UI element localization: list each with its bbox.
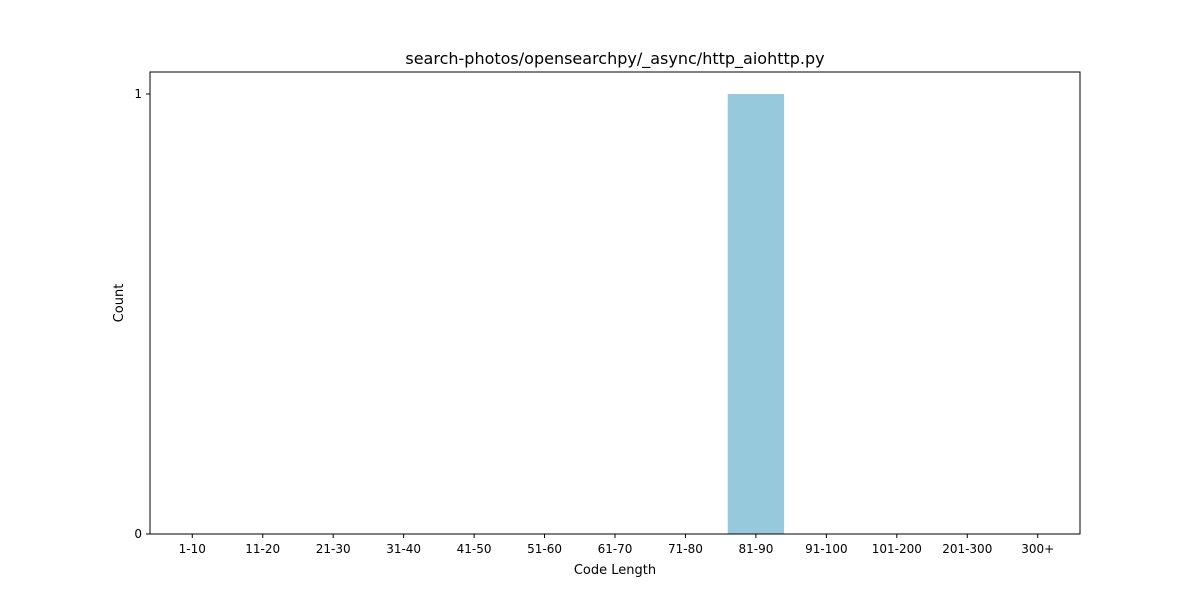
x-tick-label: 61-70 — [598, 542, 633, 556]
x-tick-label: 300+ — [1021, 542, 1054, 556]
x-tick-label: 51-60 — [527, 542, 562, 556]
x-tick-label: 11-20 — [245, 542, 280, 556]
y-tick-label: 0 — [134, 527, 142, 541]
x-tick-label: 101-200 — [872, 542, 922, 556]
x-axis-ticks: 1-10 11-20 21-30 31-40 41-50 51-60 61-70 71-80 8… — [179, 534, 1054, 556]
x-tick-label: 91-100 — [805, 542, 848, 556]
y-tick-label: 1 — [134, 87, 142, 101]
x-tick-label: 1-10 — [179, 542, 206, 556]
x-tick-label: 201-300 — [942, 542, 992, 556]
x-tick-label: 21-30 — [316, 542, 351, 556]
x-tick-label: 31-40 — [386, 542, 421, 556]
x-tick-label: 71-80 — [668, 542, 703, 556]
x-tick-label: 41-50 — [457, 542, 492, 556]
plot-frame — [149, 71, 1081, 535]
bar-81-90 — [727, 94, 785, 534]
x-axis-label: Code Length — [574, 563, 656, 578]
x-tick-label: 81-90 — [738, 542, 773, 556]
chart-title: search-photos/opensearchpy/_async/http_a… — [405, 49, 824, 69]
y-axis-label: Count — [112, 284, 127, 323]
bars-layer — [727, 94, 785, 534]
y-axis-ticks: 01 — [134, 87, 150, 541]
